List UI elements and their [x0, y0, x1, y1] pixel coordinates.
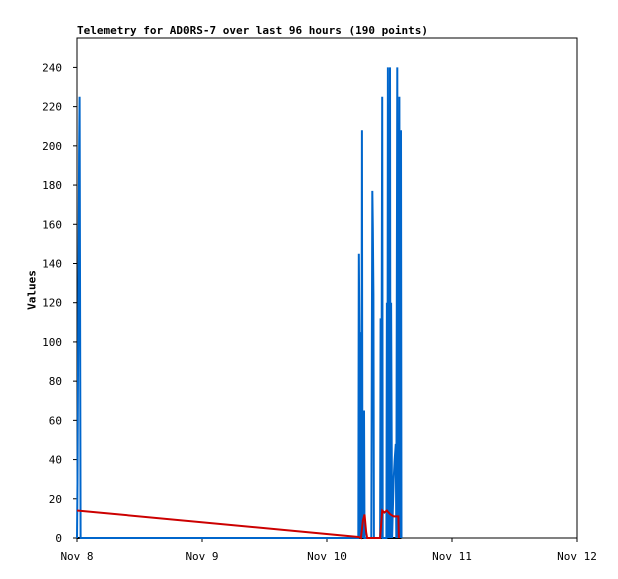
series-line-0 — [76, 67, 403, 539]
y-tick-label: 0 — [55, 532, 62, 545]
series-line-1 — [76, 508, 400, 540]
y-tick-label: 120 — [42, 297, 62, 310]
x-tick-label: Nov 10 — [307, 550, 347, 563]
y-tick-label: 160 — [42, 218, 62, 231]
x-tick-label: Nov 11 — [432, 550, 472, 563]
x-tick-label: Nov 9 — [185, 550, 218, 563]
chart-title: Telemetry for AD0RS-7 over last 96 hours… — [77, 24, 428, 37]
x-tick-label: Nov 12 — [557, 550, 597, 563]
y-tick-label: 20 — [49, 493, 62, 506]
x-tick-label: Nov 8 — [60, 550, 93, 563]
y-tick-label: 60 — [49, 414, 62, 427]
plot-frame — [76, 37, 578, 539]
y-tick-label: 40 — [49, 454, 62, 467]
y-tick-label: 80 — [49, 375, 62, 388]
y-tick-label: 240 — [42, 61, 62, 74]
y-tick-label: 180 — [42, 179, 62, 192]
y-tick-label: 200 — [42, 140, 62, 153]
y-tick-label: 100 — [42, 336, 62, 349]
y-tick-label: 220 — [42, 101, 62, 114]
y-tick-label: 140 — [42, 257, 62, 270]
